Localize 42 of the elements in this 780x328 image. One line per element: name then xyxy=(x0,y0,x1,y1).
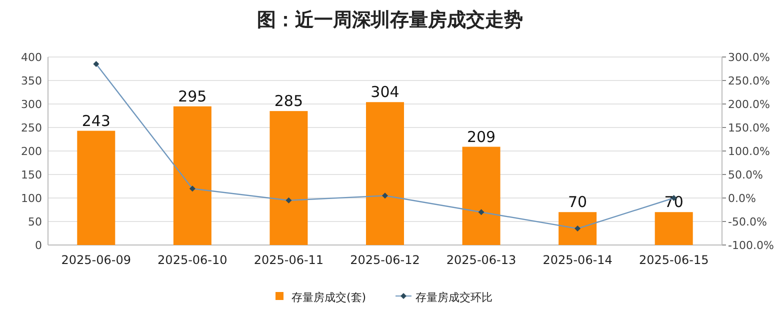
bar xyxy=(366,102,404,245)
bar xyxy=(77,130,116,245)
y2-tick-label: 250.0% xyxy=(728,74,770,88)
bar xyxy=(462,146,500,245)
data-label: 243 xyxy=(82,112,110,130)
y-tick-label: 300 xyxy=(21,98,42,111)
bar xyxy=(270,111,308,245)
y2-tick-label: 0.0% xyxy=(728,192,756,205)
x-tick-label: 2025-06-15 xyxy=(638,253,709,267)
y-tick-label: 200 xyxy=(21,145,42,158)
data-label: 70 xyxy=(664,193,684,212)
y2-tick-label: 100.0% xyxy=(728,145,770,158)
bar xyxy=(173,106,212,245)
bar xyxy=(558,212,597,245)
data-label: 304 xyxy=(370,83,400,102)
x-tick-label: 2025-06-11 xyxy=(254,253,324,267)
x-tick-label: 2025-06-12 xyxy=(350,253,420,267)
data-label: 285 xyxy=(274,92,304,110)
data-label: 70 xyxy=(568,193,588,212)
legend-label: 存量房成交环比 xyxy=(416,291,492,304)
y2-tick-label: 150.0% xyxy=(728,122,770,134)
y-tick-label: 250 xyxy=(21,122,42,134)
data-label: 295 xyxy=(178,87,207,106)
y-tick-label: 350 xyxy=(21,74,42,88)
bar xyxy=(654,212,693,245)
chart-title: 图：近一周深圳存量房成交走势 xyxy=(257,9,523,31)
y2-tick-label: -50.0% xyxy=(728,216,767,228)
legend-label: 存量房成交(套) xyxy=(292,291,366,304)
x-tick-label: 2025-06-13 xyxy=(446,253,516,267)
y-tick-label: 150 xyxy=(21,168,42,182)
x-tick-label: 2025-06-14 xyxy=(542,253,612,267)
y2-tick-label: 50.0% xyxy=(728,168,763,182)
y-tick-label: 50 xyxy=(28,216,42,228)
y-tick-label: 0 xyxy=(35,239,42,252)
x-tick-label: 2025-06-09 xyxy=(61,253,132,267)
y-tick-label: 400 xyxy=(21,51,42,64)
y2-tick-label: 200.0% xyxy=(728,98,770,111)
y2-tick-label: 300.0% xyxy=(728,51,770,64)
data-label: 209 xyxy=(466,128,496,146)
y2-tick-label: -100.0% xyxy=(728,239,774,252)
x-tick-label: 2025-06-10 xyxy=(158,253,228,267)
y-tick-label: 100 xyxy=(21,192,42,205)
